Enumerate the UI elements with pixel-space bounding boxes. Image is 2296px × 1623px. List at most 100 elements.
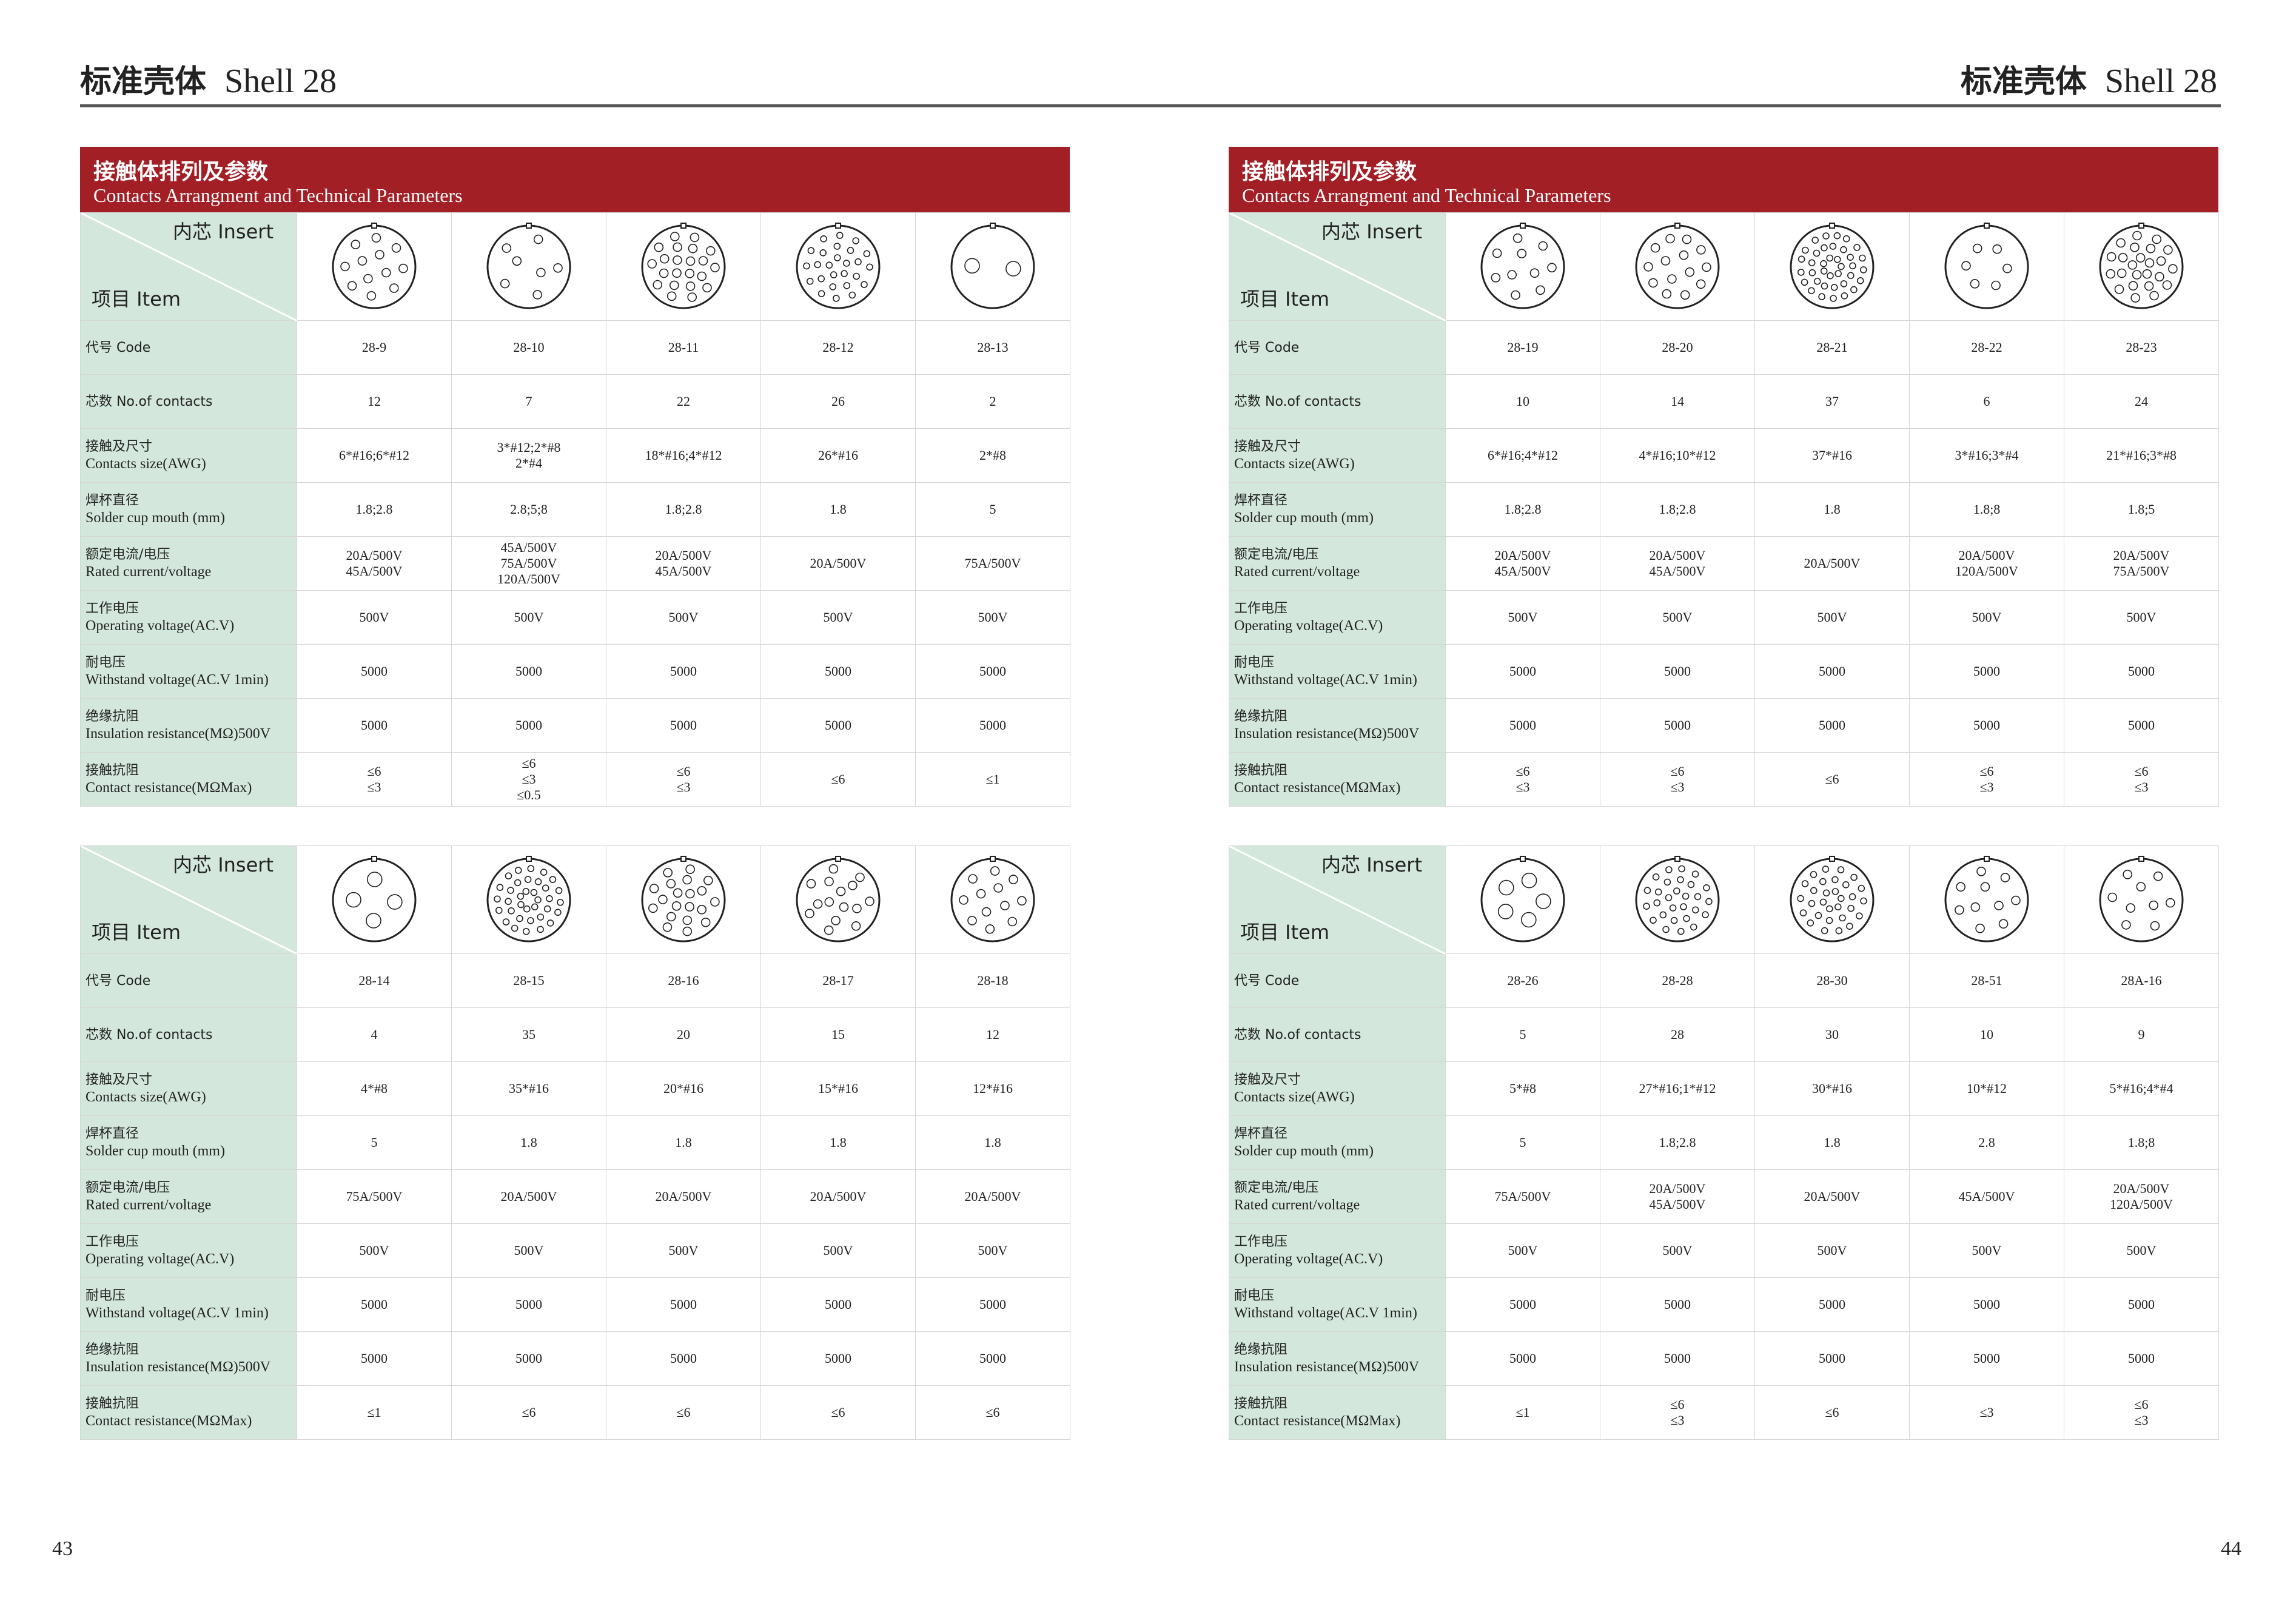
- spec-row-cup: 焊杯直径 Solder cup mouth (mm) 1.8;2.8 1.8;2.8 1…: [1229, 482, 2219, 537]
- row-label-cn: 工作电压: [1234, 601, 1288, 616]
- cell-insulation: 5000: [1600, 1331, 1755, 1386]
- row-label-cn: 额定电流/电压: [86, 1180, 170, 1195]
- row-label: 耐电压 Withstand voltage(AC.V 1min): [1229, 644, 1446, 699]
- insert-28-20-icon: [1635, 222, 1720, 309]
- insert-diagram-cell: [760, 845, 916, 954]
- insert-28-26-icon: [1480, 855, 1565, 942]
- row-label-en: Rated current/voltage: [86, 1197, 212, 1213]
- row-label-text: 芯数 No.of contacts: [1234, 1027, 1361, 1043]
- row-label-en: Operating voltage(AC.V): [1234, 618, 1383, 634]
- cell-insulation: 5000: [760, 698, 916, 753]
- row-label: 代号 Code: [1229, 953, 1446, 1008]
- insert-diagram-cell: [1909, 212, 2064, 321]
- cell-cup: 1.8;8: [1909, 482, 2064, 537]
- spec-row-code: 代号 Code 28-19 28-20 28-21 28-22 28-23: [1229, 320, 2219, 375]
- cell-rated: 20A/500V: [915, 1169, 1070, 1224]
- insert-diagram-cell: [2064, 212, 2219, 321]
- cell-insulation: 5000: [915, 698, 1070, 753]
- row-label-cn: 接触及尺寸: [86, 1072, 153, 1087]
- row-label: 接触抗阻 Contact resistance(MΩMax): [80, 1385, 297, 1440]
- corner-cell: 内芯 Insert 项目 Item: [1229, 845, 1446, 954]
- cell-withstand: 5000: [2064, 644, 2219, 699]
- row-label-cn: 耐电压: [1234, 655, 1275, 670]
- cell-contacts: 37: [1754, 374, 1910, 429]
- spec-row-withstand: 耐电压 Withstand voltage(AC.V 1min) 5000 5000 5…: [80, 644, 1070, 699]
- insert-28-22-icon: [1944, 222, 2029, 309]
- spec-row-contact-res: 接触抗阻 Contact resistance(MΩMax) ≤1 ≤6 ≤3 ≤6 ≤3…: [1229, 1385, 2219, 1440]
- cell-contact-res: ≤1: [1445, 1385, 1600, 1440]
- row-label: 代号 Code: [80, 953, 297, 1008]
- insert-diagram-cell: [760, 212, 916, 321]
- corner-cell: 内芯 Insert 项目 Item: [80, 212, 297, 321]
- cell-insulation: 5000: [1754, 698, 1910, 753]
- cell-size: 20*#16: [606, 1061, 761, 1116]
- spec-row-code: 代号 Code 28-26 28-28 28-30 28-51 28A-16: [1229, 953, 2219, 1008]
- row-label: 绝缘抗阻 Insulation resistance(MΩ)500V: [80, 1331, 297, 1386]
- row-label-en: Insulation resistance(MΩ)500V: [1234, 1359, 1420, 1375]
- row-label: 工作电压 Operating voltage(AC.V): [80, 1223, 297, 1278]
- insert-row: 内芯 Insert 项目 Item: [1229, 845, 2219, 954]
- row-label: 焊杯直径 Solder cup mouth (mm): [1229, 1115, 1446, 1170]
- spec-row-rated: 额定电流/电压 Rated current/voltage 75A/500V 20A/…: [80, 1169, 1070, 1224]
- insert-28-51-icon: [1944, 855, 2029, 942]
- cell-withstand: 5000: [297, 644, 452, 699]
- cell-contact-res: ≤6 ≤3: [297, 752, 452, 807]
- cell-insulation: 5000: [1754, 1331, 1910, 1386]
- row-label-en: Insulation resistance(MΩ)500V: [1234, 726, 1420, 742]
- cell-contacts: 26: [760, 374, 916, 429]
- spec-row-code: 代号 Code 28-14 28-15 28-16 28-17 28-18: [80, 953, 1070, 1008]
- row-label-cn: 工作电压: [86, 601, 139, 616]
- row-label-en: Contacts size(AWG): [1234, 456, 1355, 472]
- insert-row: 内芯 Insert 项目 Item: [1229, 212, 2219, 321]
- cell-rated: 75A/500V: [297, 1169, 452, 1224]
- cell-code: 28-28: [1600, 953, 1755, 1008]
- row-label-cn: 接触抗阻: [1234, 763, 1288, 778]
- cell-contact-res: ≤6 ≤3: [2064, 1385, 2219, 1440]
- row-label-en: Solder cup mouth (mm): [86, 1143, 225, 1159]
- diagonal-divider: [81, 213, 297, 321]
- cell-code: 28-16: [606, 953, 761, 1008]
- cell-size: 12*#16: [915, 1061, 1070, 1116]
- spec-row-contacts: 芯数 No.of contacts 12 7 22 26 2: [80, 374, 1070, 429]
- item-heading: 项目 Item: [92, 287, 181, 311]
- cell-contacts: 5: [1445, 1007, 1600, 1062]
- insert-28A-16-icon: [2099, 855, 2184, 942]
- insert-diagram-cell: [2064, 845, 2219, 954]
- cell-withstand: 5000: [606, 1277, 761, 1332]
- cell-contact-res: ≤6: [915, 1385, 1070, 1440]
- page-title-cn: 标准壳体: [80, 64, 207, 100]
- spec-row-op: 工作电压 Operating voltage(AC.V) 500V 500V 500V 5…: [80, 590, 1070, 645]
- cell-contacts: 28: [1600, 1007, 1755, 1062]
- cell-size: 27*#16;1*#12: [1600, 1061, 1755, 1116]
- cell-contacts: 15: [760, 1007, 916, 1062]
- insert-diagram-cell: [606, 212, 761, 321]
- row-label: 接触及尺寸 Contacts size(AWG): [1229, 428, 1446, 483]
- insert-heading: 内芯 Insert: [1321, 853, 1422, 876]
- row-label-text: 芯数 No.of contacts: [1234, 394, 1361, 409]
- row-label-cn: 绝缘抗阻: [86, 709, 139, 724]
- cell-contact-res: ≤6: [1754, 1385, 1910, 1440]
- row-label: 额定电流/电压 Rated current/voltage: [80, 1169, 297, 1224]
- spec-row-contact-res: 接触抗阻 Contact resistance(MΩMax) ≤6 ≤3 ≤6 ≤3 ≤…: [1229, 752, 2219, 807]
- cell-cup: 1.8: [606, 1115, 761, 1170]
- insert-diagram-cell: [1445, 212, 1600, 321]
- cell-rated: 75A/500V: [915, 536, 1070, 591]
- cell-op: 500V: [297, 1223, 452, 1278]
- page-title-en: Shell 28: [224, 62, 337, 100]
- cell-size: 21*#16;3*#8: [2064, 428, 2219, 483]
- cell-withstand: 5000: [606, 644, 761, 699]
- row-label: 焊杯直径 Solder cup mouth (mm): [80, 1115, 297, 1170]
- row-label: 额定电流/电压 Rated current/voltage: [1229, 536, 1446, 591]
- insert-diagram-cell: [1909, 845, 2064, 954]
- row-label-en: Withstand voltage(AC.V 1min): [1234, 672, 1417, 688]
- insert-28-16-icon: [641, 855, 726, 942]
- row-label-en: Operating voltage(AC.V): [86, 1251, 235, 1267]
- cell-cup: 1.8;5: [2064, 482, 2219, 537]
- cell-cup: 1.8;2.8: [1600, 482, 1755, 537]
- page-header-right: 标准壳体 Shell 28: [1961, 56, 2217, 110]
- corner-cell: 内芯 Insert 项目 Item: [80, 845, 297, 954]
- item-heading: 项目 Item: [1240, 287, 1330, 311]
- cell-rated: 20A/500V 45A/500V: [1445, 536, 1600, 591]
- row-label-cn: 接触及尺寸: [86, 439, 153, 454]
- cell-size: 18*#16;4*#12: [606, 428, 761, 483]
